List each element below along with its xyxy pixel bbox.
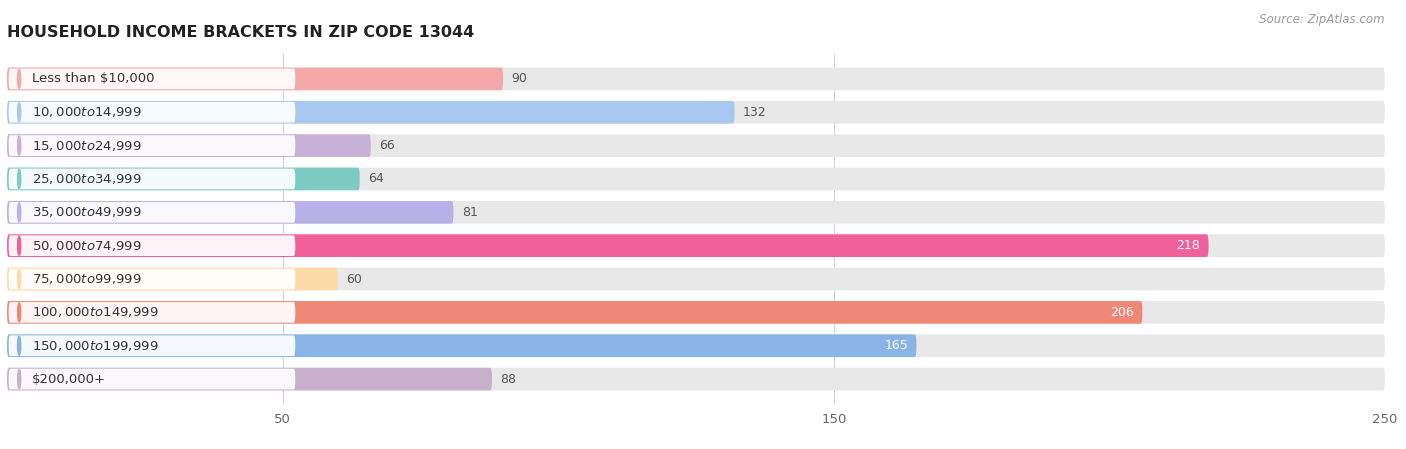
Circle shape bbox=[18, 69, 21, 88]
FancyBboxPatch shape bbox=[7, 368, 1385, 391]
Text: 60: 60 bbox=[346, 273, 361, 286]
Text: 90: 90 bbox=[512, 72, 527, 85]
Text: 165: 165 bbox=[884, 339, 908, 352]
Circle shape bbox=[18, 169, 21, 189]
Text: 218: 218 bbox=[1177, 239, 1201, 252]
FancyBboxPatch shape bbox=[7, 101, 1385, 123]
Text: $75,000 to $99,999: $75,000 to $99,999 bbox=[32, 272, 142, 286]
Circle shape bbox=[18, 336, 21, 355]
Text: 88: 88 bbox=[501, 373, 516, 386]
FancyBboxPatch shape bbox=[7, 101, 734, 123]
FancyBboxPatch shape bbox=[8, 102, 295, 123]
Text: 81: 81 bbox=[461, 206, 478, 219]
FancyBboxPatch shape bbox=[8, 235, 295, 256]
Circle shape bbox=[18, 236, 21, 255]
FancyBboxPatch shape bbox=[8, 69, 295, 89]
FancyBboxPatch shape bbox=[7, 134, 1385, 157]
Text: $15,000 to $24,999: $15,000 to $24,999 bbox=[32, 139, 142, 153]
Text: $100,000 to $149,999: $100,000 to $149,999 bbox=[32, 305, 159, 319]
Circle shape bbox=[18, 103, 21, 122]
FancyBboxPatch shape bbox=[8, 335, 295, 356]
Text: $25,000 to $34,999: $25,000 to $34,999 bbox=[32, 172, 142, 186]
FancyBboxPatch shape bbox=[7, 234, 1209, 257]
Text: Less than $10,000: Less than $10,000 bbox=[32, 72, 155, 85]
Text: $35,000 to $49,999: $35,000 to $49,999 bbox=[32, 205, 142, 219]
FancyBboxPatch shape bbox=[8, 269, 295, 289]
FancyBboxPatch shape bbox=[7, 134, 371, 157]
FancyBboxPatch shape bbox=[8, 169, 295, 189]
Text: 64: 64 bbox=[368, 172, 384, 185]
Text: 66: 66 bbox=[380, 139, 395, 152]
FancyBboxPatch shape bbox=[7, 201, 454, 224]
Circle shape bbox=[18, 203, 21, 222]
FancyBboxPatch shape bbox=[7, 167, 1385, 190]
Text: 206: 206 bbox=[1111, 306, 1135, 319]
FancyBboxPatch shape bbox=[7, 335, 917, 357]
Text: $50,000 to $74,999: $50,000 to $74,999 bbox=[32, 239, 142, 253]
FancyBboxPatch shape bbox=[7, 234, 1385, 257]
FancyBboxPatch shape bbox=[7, 301, 1385, 324]
Circle shape bbox=[18, 370, 21, 389]
Text: HOUSEHOLD INCOME BRACKETS IN ZIP CODE 13044: HOUSEHOLD INCOME BRACKETS IN ZIP CODE 13… bbox=[7, 25, 474, 40]
FancyBboxPatch shape bbox=[7, 268, 1385, 291]
Text: $200,000+: $200,000+ bbox=[32, 373, 105, 386]
FancyBboxPatch shape bbox=[7, 167, 360, 190]
FancyBboxPatch shape bbox=[7, 201, 1385, 224]
Text: $150,000 to $199,999: $150,000 to $199,999 bbox=[32, 339, 159, 353]
FancyBboxPatch shape bbox=[7, 67, 503, 90]
FancyBboxPatch shape bbox=[8, 369, 295, 389]
Text: Source: ZipAtlas.com: Source: ZipAtlas.com bbox=[1260, 13, 1385, 26]
FancyBboxPatch shape bbox=[8, 202, 295, 223]
Circle shape bbox=[18, 136, 21, 155]
FancyBboxPatch shape bbox=[7, 268, 337, 291]
FancyBboxPatch shape bbox=[7, 67, 1385, 90]
FancyBboxPatch shape bbox=[8, 302, 295, 323]
FancyBboxPatch shape bbox=[8, 135, 295, 156]
FancyBboxPatch shape bbox=[7, 368, 492, 391]
Text: $10,000 to $14,999: $10,000 to $14,999 bbox=[32, 105, 142, 119]
Text: 132: 132 bbox=[742, 106, 766, 119]
Circle shape bbox=[18, 303, 21, 322]
FancyBboxPatch shape bbox=[7, 335, 1385, 357]
Circle shape bbox=[18, 269, 21, 289]
FancyBboxPatch shape bbox=[7, 301, 1143, 324]
